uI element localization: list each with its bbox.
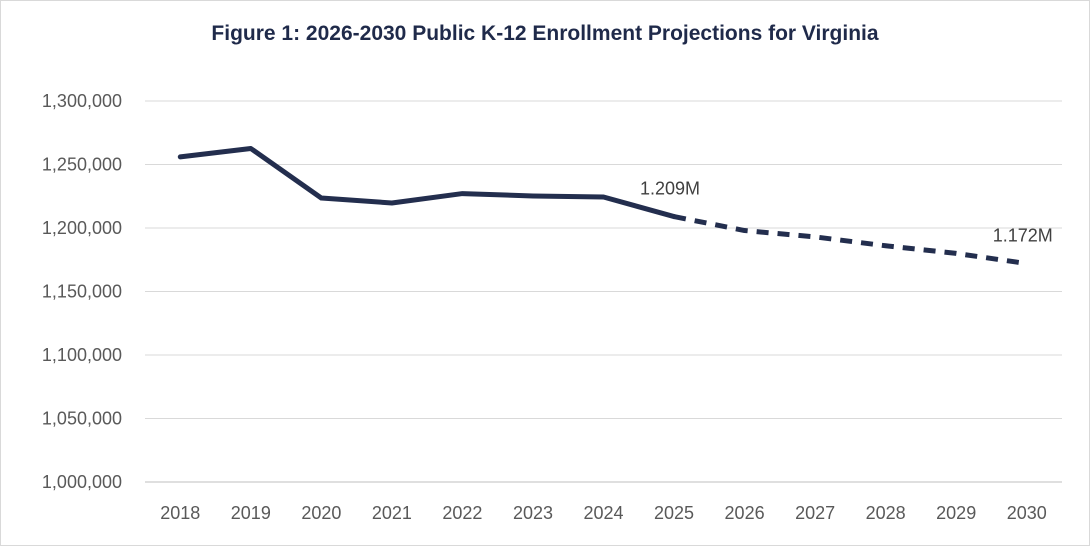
- x-tick-label: 2020: [301, 503, 341, 523]
- y-tick-label: 1,050,000: [42, 409, 122, 429]
- y-tick-label: 1,250,000: [42, 155, 122, 175]
- x-tick-label: 2025: [654, 503, 694, 523]
- y-tick-label: 1,300,000: [42, 91, 122, 111]
- dashed-series-line: [673, 214, 1028, 267]
- y-tick-label: 1,100,000: [42, 345, 122, 365]
- y-tick-label: 1,150,000: [42, 282, 122, 302]
- x-tick-label: 2018: [160, 503, 200, 523]
- data-label: 1.209M: [640, 179, 700, 199]
- x-tick-label: 2026: [725, 503, 765, 523]
- x-tick-label: 2022: [442, 503, 482, 523]
- chart-title: Figure 1: 2026-2030 Public K-12 Enrollme…: [211, 22, 879, 45]
- x-tick-label: 2021: [372, 503, 412, 523]
- solid-series-line: [177, 145, 677, 220]
- x-tick-label: 2030: [1007, 503, 1047, 523]
- x-tick-label: 2029: [936, 503, 976, 523]
- data-label: 1.172M: [993, 226, 1053, 246]
- x-tick-label: 2028: [866, 503, 906, 523]
- y-tick-label: 1,200,000: [42, 218, 122, 238]
- x-tick-label: 2023: [513, 503, 553, 523]
- y-tick-label: 1,000,000: [42, 472, 122, 492]
- x-tick-label: 2019: [231, 503, 271, 523]
- x-tick-label: 2024: [583, 503, 623, 523]
- x-tick-label: 2027: [795, 503, 835, 523]
